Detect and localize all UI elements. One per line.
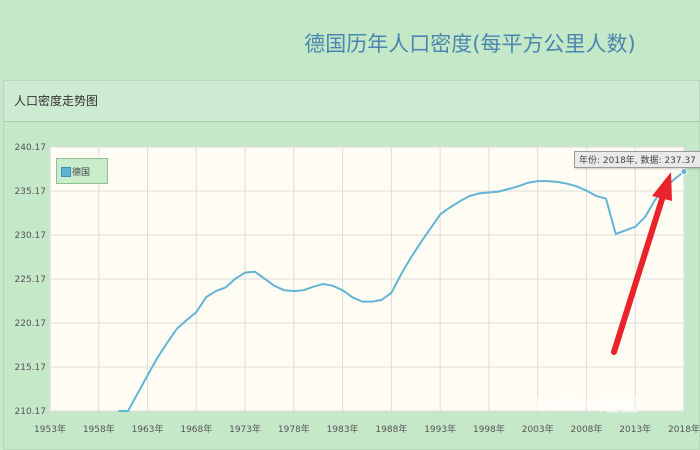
y-tick-label: 235.17: [15, 187, 47, 197]
x-tick-label: 1978年: [278, 423, 310, 435]
x-tick-label: 1988年: [375, 423, 407, 435]
series-line-germany[interactable]: [118, 170, 685, 412]
x-tick-label: 1998年: [473, 423, 505, 435]
x-tick-label: 1953年: [34, 423, 66, 435]
x-tick-label: 1958年: [83, 423, 115, 435]
highlighted-point[interactable]: [680, 168, 688, 176]
x-tick-label: 1993年: [424, 423, 456, 435]
x-axis: 1953年 1958年 1963年 1968年 1973年 1978年 1983年 1988年…: [34, 423, 700, 435]
legend[interactable]: 德国: [56, 158, 108, 184]
x-tick-label: 2013年: [619, 423, 651, 435]
x-tick-label: 1968年: [180, 423, 212, 435]
y-tick-label: 240.17: [15, 143, 47, 153]
y-tick-label: 210.17: [15, 407, 47, 417]
watermark: Baidu经验: [535, 392, 640, 416]
y-tick-label: 230.17: [15, 231, 47, 241]
panel-header: 人口密度走势图: [4, 81, 699, 122]
tooltip: 年份: 2018年, 数据: 237.37: [574, 151, 700, 168]
y-tick-label: 225.17: [15, 275, 47, 285]
x-tick-label: 2008年: [571, 423, 603, 435]
x-tick-label: 1963年: [132, 423, 164, 435]
x-tick-label: 1983年: [327, 423, 359, 435]
y-tick-label: 215.17: [15, 363, 47, 373]
y-axis: 210.17 215.17 220.17 225.17 230.17 235.17 240.…: [15, 143, 47, 417]
page-title: 德国历年人口密度(每平方公里人数): [304, 32, 636, 56]
x-tick-label: 2018年: [668, 423, 700, 435]
grid-lines: [49, 146, 685, 412]
y-tick-label: 220.17: [15, 319, 47, 329]
x-tick-label: 1973年: [229, 423, 261, 435]
legend-swatch: [61, 167, 71, 177]
legend-label: 德国: [72, 168, 91, 178]
x-tick-label: 2003年: [522, 423, 554, 435]
